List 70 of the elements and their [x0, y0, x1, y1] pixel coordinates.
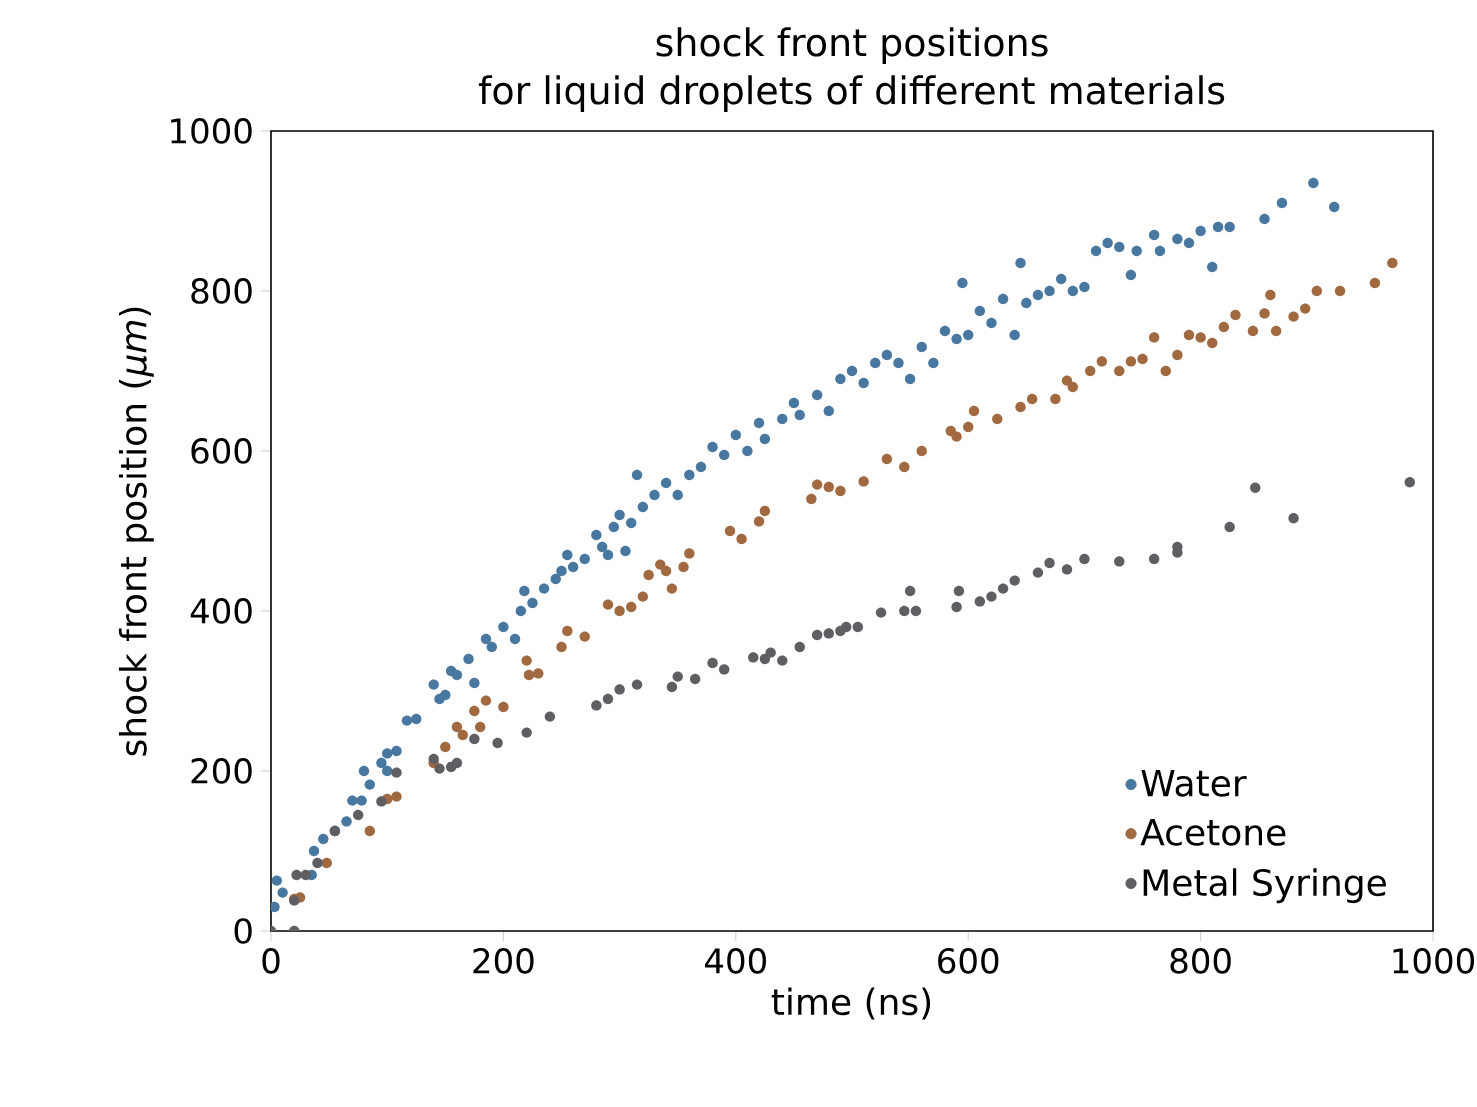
point — [376, 796, 387, 807]
point — [469, 733, 480, 745]
point — [1009, 575, 1020, 586]
point — [1288, 512, 1299, 524]
legend-label: Acetone — [1140, 819, 1286, 846]
point — [953, 585, 965, 597]
point — [1044, 557, 1055, 569]
point — [631, 679, 643, 690]
point — [434, 763, 445, 774]
point — [602, 693, 614, 705]
x-tick-label: 600 — [938, 948, 999, 974]
point — [1250, 482, 1261, 493]
point — [718, 664, 730, 675]
point — [614, 684, 625, 695]
x-tick-label: 400 — [705, 948, 766, 974]
point — [672, 671, 683, 682]
point — [1061, 564, 1073, 575]
x-tick-label: 800 — [1170, 948, 1231, 974]
point — [986, 591, 997, 602]
point — [794, 641, 805, 653]
point — [521, 727, 532, 738]
legend-label: Metal Syringe — [1143, 868, 1386, 904]
point — [689, 673, 701, 685]
x-tick-label: 200 — [473, 948, 534, 974]
point — [300, 869, 312, 881]
point — [544, 711, 556, 722]
legend-label: Water — [1141, 769, 1247, 797]
point — [428, 753, 439, 765]
point — [666, 681, 678, 693]
chart-title: shock front positions — [656, 27, 1048, 64]
point — [748, 652, 759, 663]
point — [291, 869, 302, 881]
point — [777, 655, 788, 666]
point — [451, 757, 463, 769]
point — [1404, 476, 1415, 488]
point — [1114, 556, 1125, 567]
y-tick-label: 400 — [190, 598, 252, 624]
point — [997, 583, 1009, 594]
y-axis-title: shock front position (μm) — [118, 307, 154, 756]
x-tick-label: 1000 — [1393, 948, 1474, 974]
point — [904, 585, 916, 597]
point — [352, 809, 364, 821]
point — [910, 605, 922, 617]
y-tick-label: 1000 — [171, 118, 252, 144]
point — [841, 621, 852, 633]
point — [899, 605, 910, 617]
y-tick-label: 200 — [191, 758, 252, 784]
point — [875, 607, 887, 618]
point — [852, 621, 864, 633]
point — [811, 629, 823, 641]
point — [765, 647, 776, 658]
point — [823, 628, 834, 639]
point — [492, 737, 503, 749]
point — [759, 653, 771, 665]
x-axis-title: time (ns) — [771, 987, 931, 1020]
point — [591, 700, 602, 711]
y-tick-label: 800 — [191, 278, 252, 304]
point — [312, 857, 323, 869]
chart-subtitle: for liquid droplets of different materials — [478, 75, 1225, 112]
point — [1032, 567, 1044, 578]
point — [1079, 553, 1090, 565]
x-tick-label: 0 — [262, 948, 280, 974]
point — [707, 657, 718, 669]
point — [1224, 521, 1235, 533]
point — [974, 596, 986, 607]
y-tick-label: 600 — [191, 438, 252, 464]
point — [951, 601, 962, 613]
y-tick-label: 0 — [234, 918, 252, 944]
point — [1148, 553, 1160, 565]
point — [391, 767, 402, 778]
